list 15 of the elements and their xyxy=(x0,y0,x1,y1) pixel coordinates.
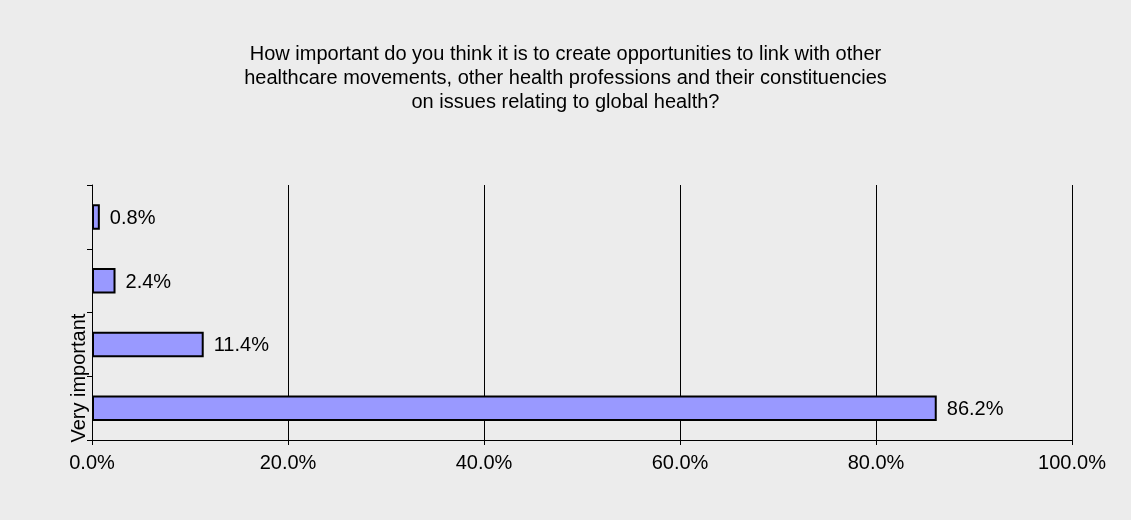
bar xyxy=(92,204,100,230)
x-tick-label: 100.0% xyxy=(1038,451,1107,473)
data-label: 86.2% xyxy=(946,397,1004,420)
x-tick-label: 80.0% xyxy=(847,451,905,473)
chart-title: How important do you think it is to create opportunities to link with other healthcare movements, other health professions and their constituencies on issues relating to global health? xyxy=(244,42,887,112)
x-tick-label: 60.0% xyxy=(651,451,709,473)
data-label: 0.8% xyxy=(109,205,156,228)
x-tick-label: 40.0% xyxy=(455,451,513,473)
data-label: 2.4% xyxy=(125,269,172,292)
x-tick-label: 0.0% xyxy=(69,451,116,473)
y-tick-label: Very important xyxy=(67,313,89,443)
x-tick-label: 20.0% xyxy=(259,451,317,473)
bar xyxy=(92,331,204,358)
bar xyxy=(92,267,116,294)
data-label: 11.4% xyxy=(213,333,270,356)
